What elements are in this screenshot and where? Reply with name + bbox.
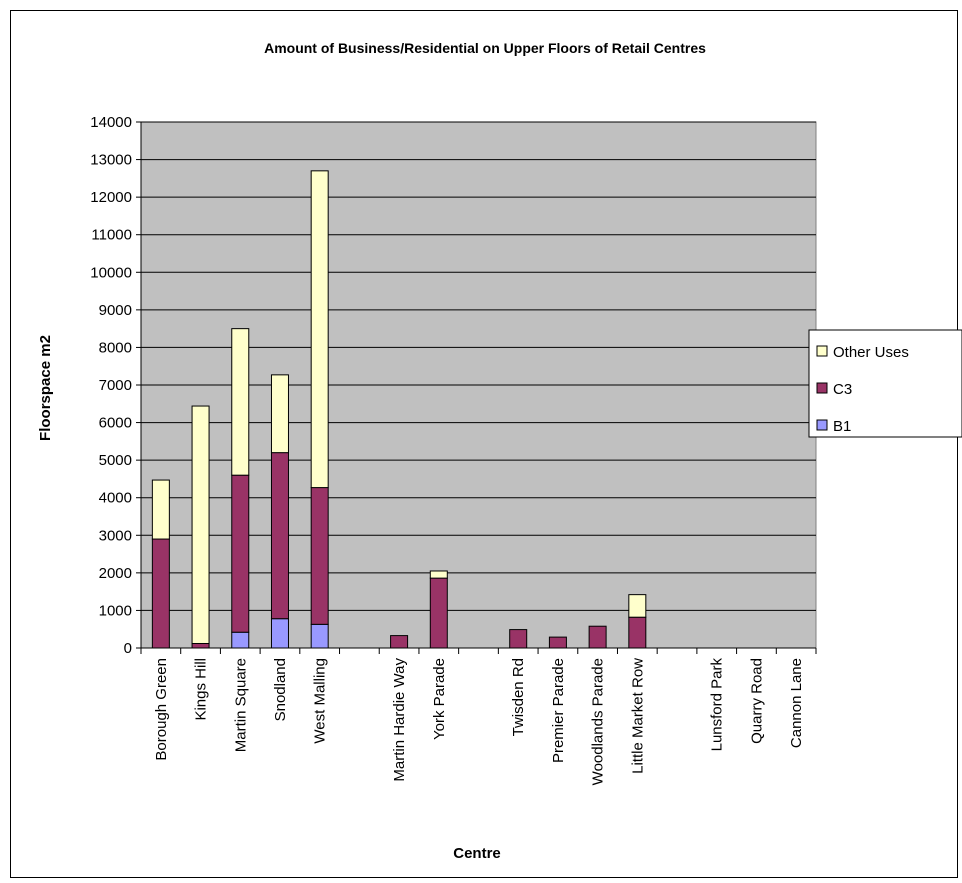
x-tick-label: York Parade xyxy=(431,658,448,740)
y-tick-label: 9000 xyxy=(99,302,132,319)
bar-c3 xyxy=(548,636,567,649)
legend-swatch-other-uses xyxy=(816,345,828,357)
y-axis-title: Floorspace m2 xyxy=(37,335,54,441)
bar-c3 xyxy=(390,635,409,649)
bar-other-uses xyxy=(310,170,329,489)
bar-c3 xyxy=(191,642,210,649)
bar-other-uses xyxy=(429,570,448,579)
y-tick-label: 1000 xyxy=(99,602,132,619)
x-tick-label: Premier Parade xyxy=(550,658,567,763)
bar-c3 xyxy=(310,487,329,625)
chart-title: Amount of Business/Residential on Upper … xyxy=(264,40,706,56)
plot-area: 0 1000 2000 3000 4000 5000 6000 7000 8000 9000 100… xyxy=(90,114,817,785)
y-tick-label: 0 xyxy=(124,640,132,657)
x-tick-label: Martin Square xyxy=(232,658,249,752)
y-tick-label: 3000 xyxy=(99,527,132,544)
x-tick-label: West Malling xyxy=(312,658,329,744)
y-tick-label: 10000 xyxy=(90,264,132,281)
bar-other-uses xyxy=(231,328,250,476)
y-tick-label: 6000 xyxy=(99,415,132,432)
x-tick-label: Quarry Road xyxy=(748,658,765,744)
bar-other-uses xyxy=(628,594,647,618)
x-tick-label: Lunsford Park xyxy=(709,658,726,752)
bar-other-uses xyxy=(191,405,210,644)
x-axis-title: Centre xyxy=(453,845,501,862)
x-tick-label: Cannon Lane xyxy=(788,658,805,748)
x-tick-label: Borough Green xyxy=(153,658,170,761)
x-tick-label: Twisden Rd xyxy=(510,658,527,736)
bar-c3 xyxy=(429,577,448,649)
y-tick-label: 11000 xyxy=(91,227,132,244)
bar-c3 xyxy=(151,538,170,649)
chart-frame xyxy=(10,10,958,878)
bar-c3 xyxy=(628,616,647,649)
bar-c3 xyxy=(588,625,607,649)
legend-label-c3: C3 xyxy=(833,381,852,398)
legend-swatch-c3 xyxy=(816,382,828,394)
y-tick-label: 7000 xyxy=(99,377,132,394)
legend-box xyxy=(808,329,962,438)
y-tick-label: 5000 xyxy=(99,452,132,469)
y-tick-label: 12000 xyxy=(90,189,132,206)
legend: Other Uses C3 B1 xyxy=(808,329,962,438)
bar-b1 xyxy=(310,623,329,649)
x-tick-label: Little Market Row xyxy=(629,658,646,774)
y-tick-label: 4000 xyxy=(99,490,132,507)
bar-c3 xyxy=(509,629,528,649)
bar-b1 xyxy=(270,618,289,649)
legend-label-b1: B1 xyxy=(833,418,851,435)
bar-c3 xyxy=(231,474,250,633)
bar-other-uses xyxy=(151,479,170,540)
y-tick-label: 13000 xyxy=(90,152,132,169)
bar-other-uses xyxy=(270,374,289,454)
y-tick-label: 14000 xyxy=(90,114,132,131)
x-tick-label: Kings Hill xyxy=(193,658,210,721)
y-tick-label: 8000 xyxy=(99,339,132,356)
legend-swatch-b1 xyxy=(816,419,828,431)
y-tick-label: 2000 xyxy=(99,565,132,582)
x-tick-label: Snodland xyxy=(272,658,289,721)
x-tick-label: Martin Hardie Way xyxy=(391,658,408,782)
legend-label-other-uses: Other Uses xyxy=(833,344,909,361)
bar-c3 xyxy=(270,452,289,620)
bar-b1 xyxy=(231,631,250,649)
x-tick-label: Woodlands Parade xyxy=(590,658,607,785)
